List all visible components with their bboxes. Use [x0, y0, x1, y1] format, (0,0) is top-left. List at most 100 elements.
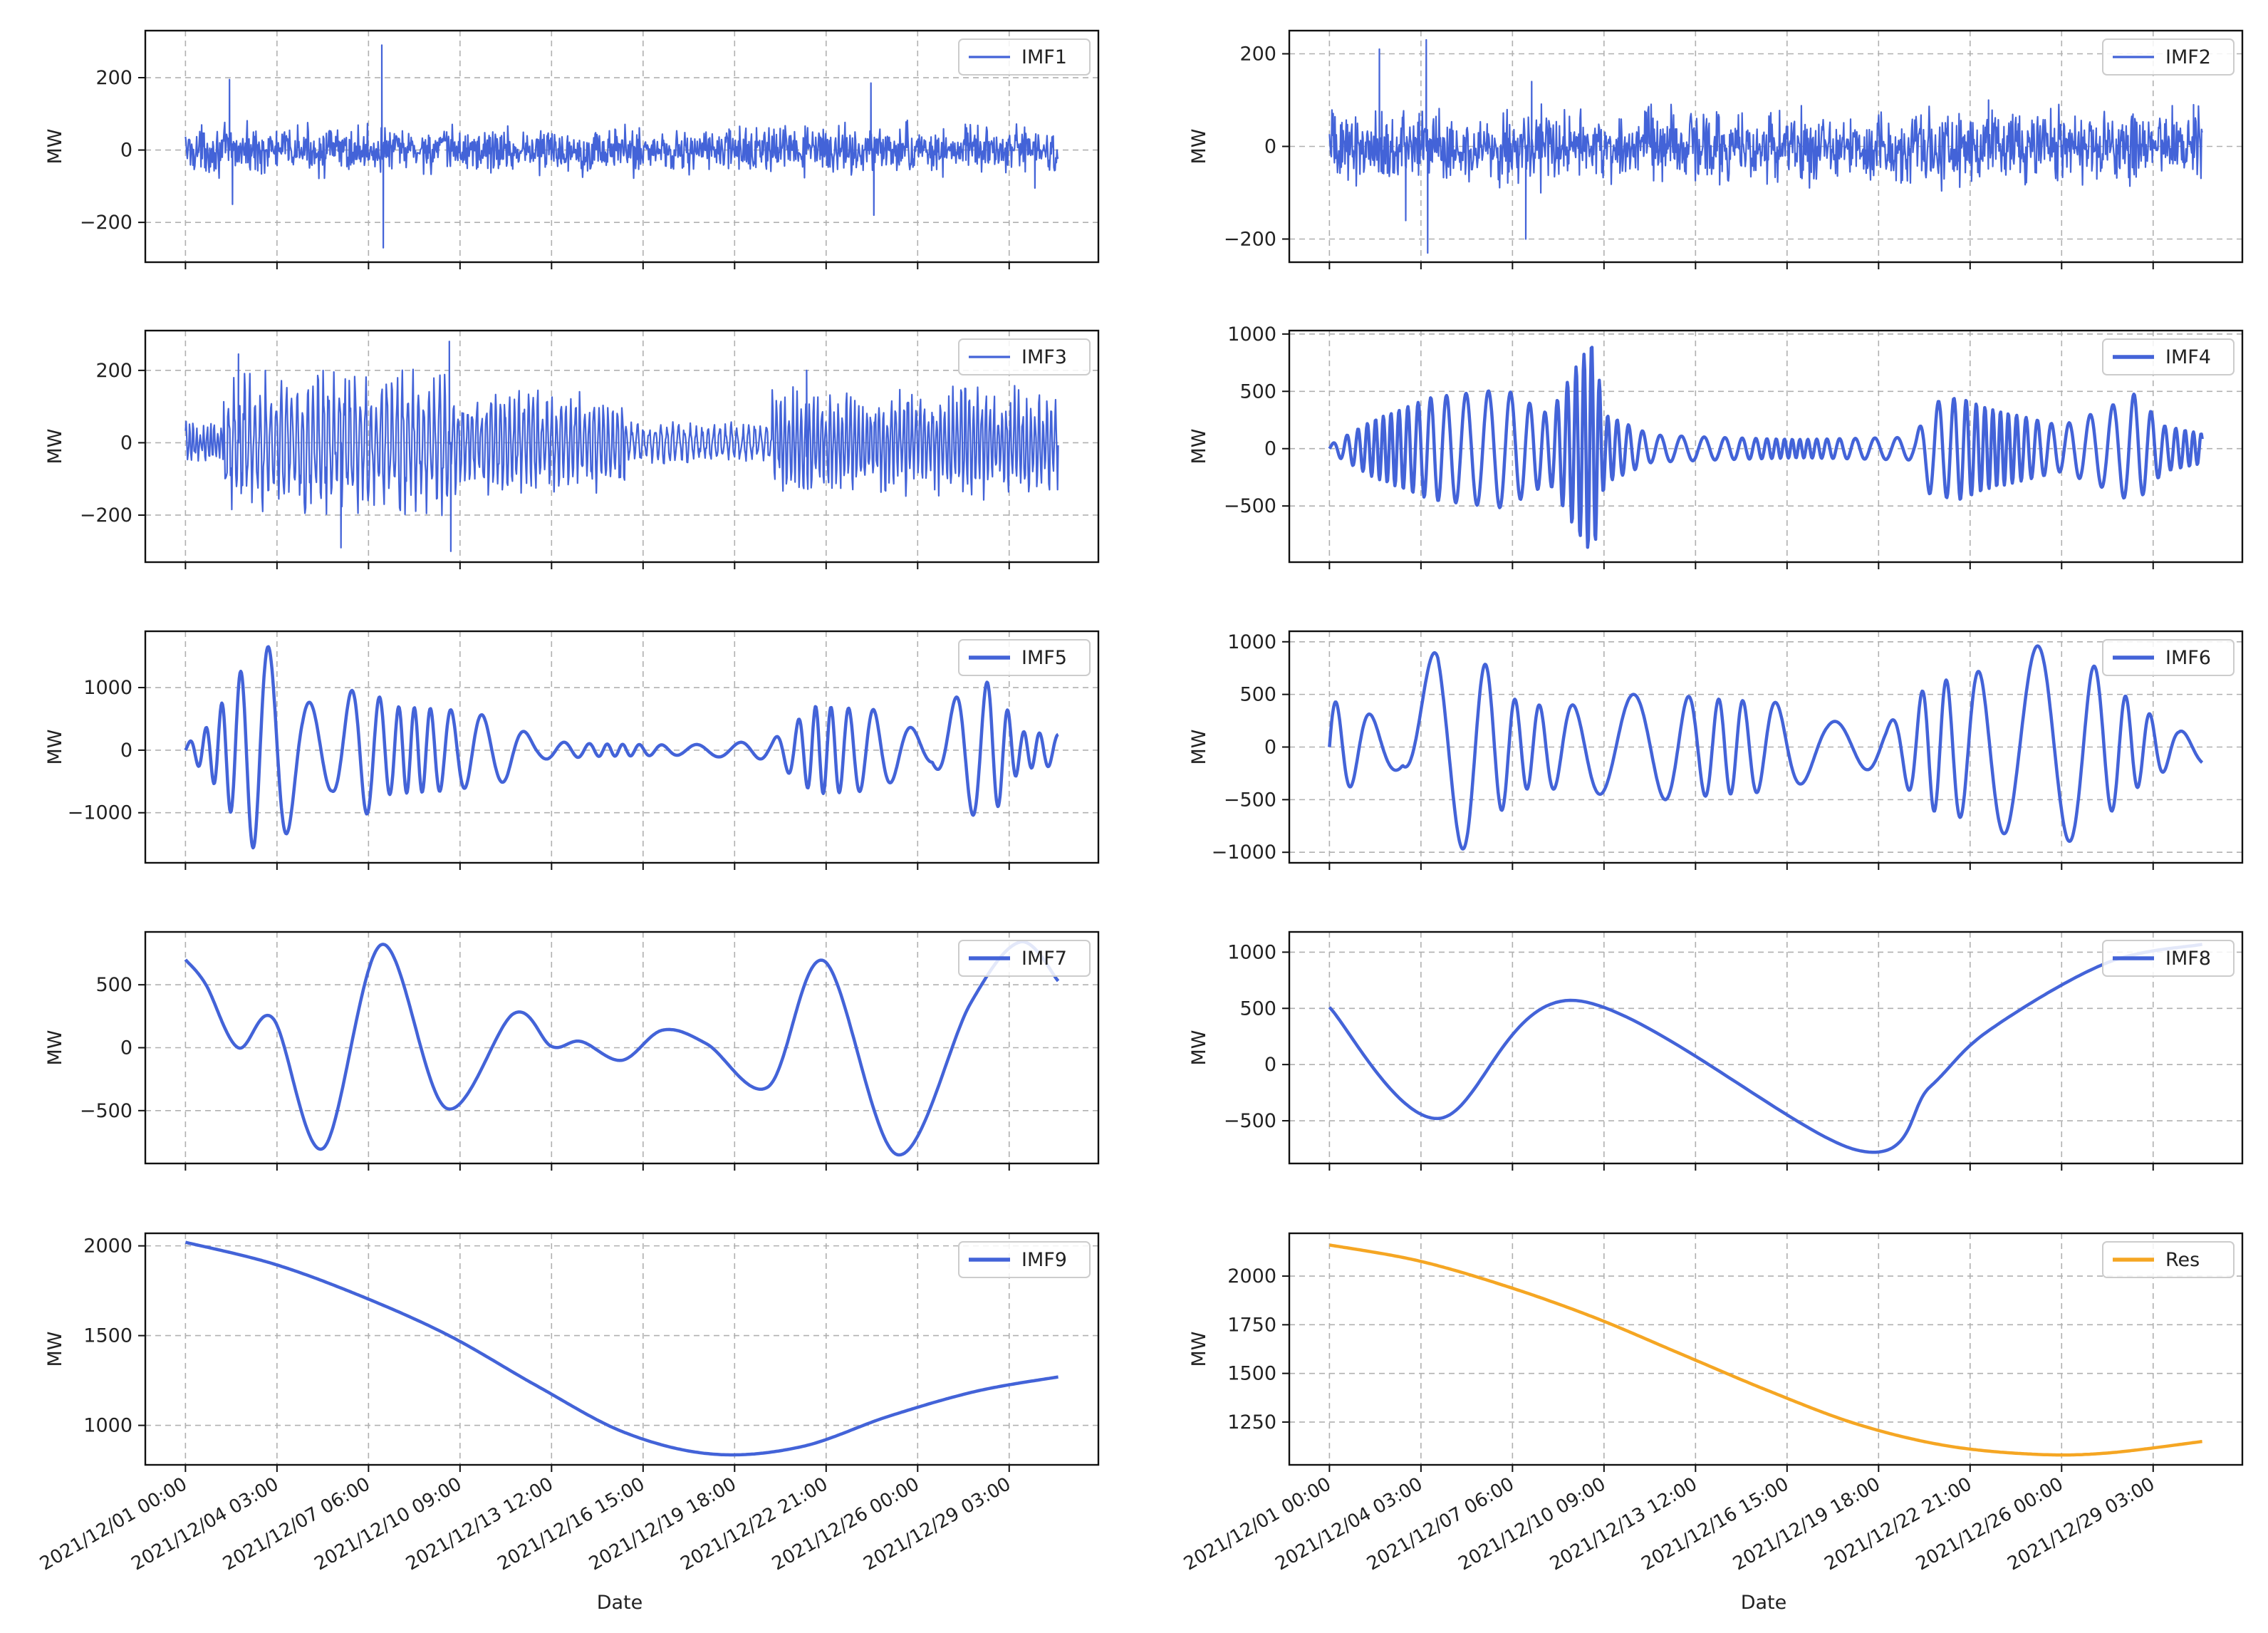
legend-box [2102, 940, 2235, 977]
y-axis-label: MW [44, 1030, 66, 1066]
x-axis-label-right: Date [1741, 1592, 1787, 1614]
legend-label: IMF7 [1021, 948, 1067, 970]
series-line-imf7 [184, 940, 1060, 1157]
series-line-imf6 [1328, 644, 2204, 851]
legend-label: IMF4 [2165, 346, 2211, 368]
series-line-res [1328, 1243, 2203, 1457]
legend: IMF9 [958, 1241, 1091, 1278]
y-axis-label: MW [1188, 730, 1210, 765]
subplot-imf7: −500 0 500 MW IMF7 [44, 930, 1100, 1171]
legend-box [2102, 1241, 2235, 1278]
legend-label: IMF8 [2165, 948, 2211, 970]
y-axis-label: MW [44, 429, 66, 465]
legend-box [958, 338, 1091, 375]
y-tick-label: −500 [1224, 495, 1276, 517]
y-tick-label: 500 [95, 974, 132, 996]
y-tick-label: 500 [1239, 684, 1276, 706]
legend-box [2102, 338, 2235, 375]
y-axis-label: MW [1188, 429, 1210, 465]
y-tick-label: 0 [120, 1037, 132, 1059]
legend-box [958, 38, 1091, 76]
legend: IMF3 [958, 338, 1091, 375]
y-tick-label: 1000 [1227, 323, 1276, 346]
plot-frame [144, 1232, 1100, 1466]
y-tick-label: 0 [1264, 136, 1276, 158]
y-tick-label: 1250 [1227, 1411, 1276, 1434]
legend: IMF5 [958, 639, 1091, 676]
y-axis-label: MW [1188, 1030, 1210, 1066]
y-tick-label: 0 [1264, 737, 1276, 759]
legend: IMF6 [2102, 639, 2235, 676]
legend-label: IMF5 [1021, 647, 1067, 669]
y-tick-label: 1000 [83, 1415, 132, 1437]
legend: Res [2102, 1241, 2235, 1278]
y-tick-label: 200 [95, 67, 132, 89]
series-line-imf2 [1328, 38, 2203, 254]
plot-frame [144, 29, 1100, 264]
series-line-imf3 [184, 341, 1059, 552]
y-tick-label: 0 [120, 432, 132, 454]
y-tick-label: −1000 [68, 802, 132, 824]
series-line-imf8 [1328, 943, 2203, 1154]
legend: IMF2 [2102, 38, 2235, 76]
plot-frame [144, 329, 1100, 564]
y-axis-label: MW [44, 730, 66, 765]
y-tick-label: −500 [1224, 1110, 1276, 1132]
y-axis-label: MW [1188, 129, 1210, 165]
series-line-imf5 [184, 645, 1059, 850]
legend: IMF7 [958, 940, 1091, 977]
plot-frame [1288, 1232, 2244, 1466]
legend: IMF8 [2102, 940, 2235, 977]
y-tick-label: −1000 [1212, 841, 1276, 864]
series-line-imf4 [1328, 346, 2204, 549]
y-tick-label: −200 [1224, 229, 1276, 251]
y-tick-label: 0 [1264, 438, 1276, 460]
subplot-imf3: −200 0 200 MW IMF3 [44, 329, 1100, 569]
legend: IMF4 [2102, 338, 2235, 375]
y-tick-label: 0 [1264, 1054, 1276, 1076]
legend-label: IMF9 [1021, 1249, 1067, 1271]
legend-label: Res [2165, 1249, 2200, 1271]
y-tick-label: 500 [1239, 380, 1276, 403]
y-tick-label: 0 [120, 140, 132, 162]
legend-label: IMF6 [2165, 647, 2211, 669]
y-tick-label: 0 [120, 740, 132, 762]
y-tick-label: −200 [80, 504, 132, 527]
y-tick-label: −500 [80, 1100, 132, 1122]
legend-box [2102, 38, 2235, 76]
y-tick-label: −500 [1224, 789, 1276, 811]
legend-box [2102, 639, 2235, 676]
subplot-imf4: −500 0 500 1000 MW IMF4 [1188, 323, 2244, 569]
series-line-imf1 [184, 44, 1059, 249]
subplot-imf6: −1000 −500 0 500 1000 MW IMF6 [1188, 630, 2244, 870]
legend-label: IMF2 [2165, 46, 2211, 68]
subplot-imf1: −200 0 200 MW IMF1 [44, 29, 1100, 269]
y-tick-label: 1750 [1227, 1314, 1276, 1336]
y-tick-label: 1000 [1227, 631, 1276, 653]
y-tick-label: 200 [95, 360, 132, 382]
plot-frame [1288, 329, 2244, 564]
y-tick-label: 2000 [1227, 1265, 1276, 1287]
plot-frame [144, 630, 1100, 864]
series-line-imf9 [184, 1240, 1059, 1457]
y-tick-label: 1000 [83, 677, 132, 699]
x-axis-label-left: Date [597, 1592, 643, 1614]
y-axis-label: MW [1188, 1332, 1210, 1367]
legend-label: IMF1 [1021, 46, 1067, 68]
legend: IMF1 [958, 38, 1091, 76]
legend-label: IMF3 [1021, 346, 1067, 368]
plot-frame [1288, 930, 2244, 1165]
legend-box [958, 639, 1091, 676]
y-tick-label: 500 [1239, 997, 1276, 1020]
y-tick-label: 1500 [83, 1325, 132, 1347]
y-tick-label: 1000 [1227, 941, 1276, 963]
y-tick-label: 2000 [83, 1235, 132, 1258]
subplot-imf2: −200 0 200 MW IMF2 [1188, 29, 2244, 269]
y-tick-label: −200 [80, 212, 132, 234]
legend-box [958, 1241, 1091, 1278]
legend-box [958, 940, 1091, 977]
y-axis-label: MW [44, 129, 66, 165]
y-axis-label: MW [44, 1332, 66, 1367]
